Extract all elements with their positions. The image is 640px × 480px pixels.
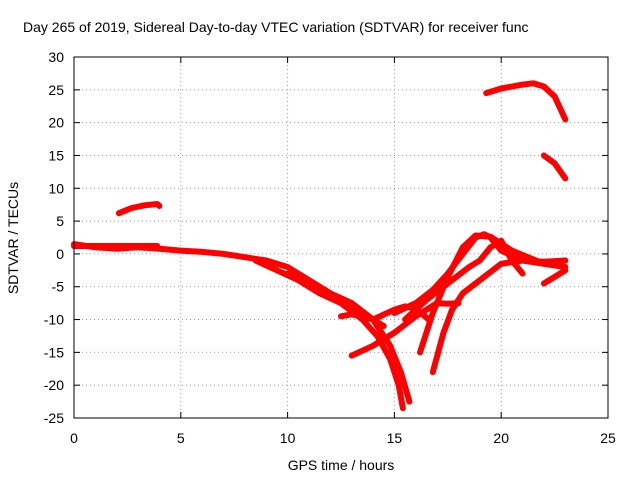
x-tick-label: 25: [600, 430, 616, 446]
y-tick-label: 30: [48, 49, 64, 65]
x-tick-label: 10: [280, 430, 296, 446]
y-tick-label: 15: [48, 147, 64, 163]
series-line-s1: [71, 241, 387, 330]
series-line-s7: [348, 300, 462, 359]
grid: [74, 57, 608, 418]
x-tick-label: 20: [493, 430, 509, 446]
ticks: 0 5 10 15 20 25 -25 -20 -15 -10 -5 0 5 10 15 20 25 30: [44, 49, 616, 446]
series-line-s12: [540, 267, 569, 287]
x-tick-label: 15: [387, 430, 403, 446]
series-line-s5: [284, 270, 413, 405]
x-tick-label: 0: [70, 430, 78, 446]
y-tick-label: -15: [44, 344, 64, 360]
x-tick-label: 5: [177, 430, 185, 446]
x-axis-label: GPS time / hours: [288, 457, 395, 473]
series-line-s8: [391, 231, 569, 316]
y-tick-label: 25: [48, 82, 64, 98]
series-layer: [71, 80, 569, 412]
series-line-s14: [540, 152, 569, 182]
y-tick-label: 0: [56, 246, 64, 262]
y-tick-label: -20: [44, 377, 64, 393]
series-line-s3: [115, 201, 163, 217]
y-axis-label: SDTVAR / TECUs: [5, 182, 21, 294]
y-tick-label: 5: [56, 213, 64, 229]
chart-title: Day 265 of 2019, Sidereal Day-to-day VTE…: [23, 19, 529, 35]
series-line-s11: [429, 257, 569, 376]
series-line-s9: [402, 237, 526, 323]
y-tick-label: 10: [48, 180, 64, 196]
y-tick-label: -5: [52, 279, 65, 295]
y-tick-label: 20: [48, 115, 64, 131]
plot-frame: [73, 56, 609, 419]
y-tick-label: -10: [44, 312, 64, 328]
y-tick-label: -25: [44, 410, 64, 426]
series-line-s13: [483, 80, 569, 123]
